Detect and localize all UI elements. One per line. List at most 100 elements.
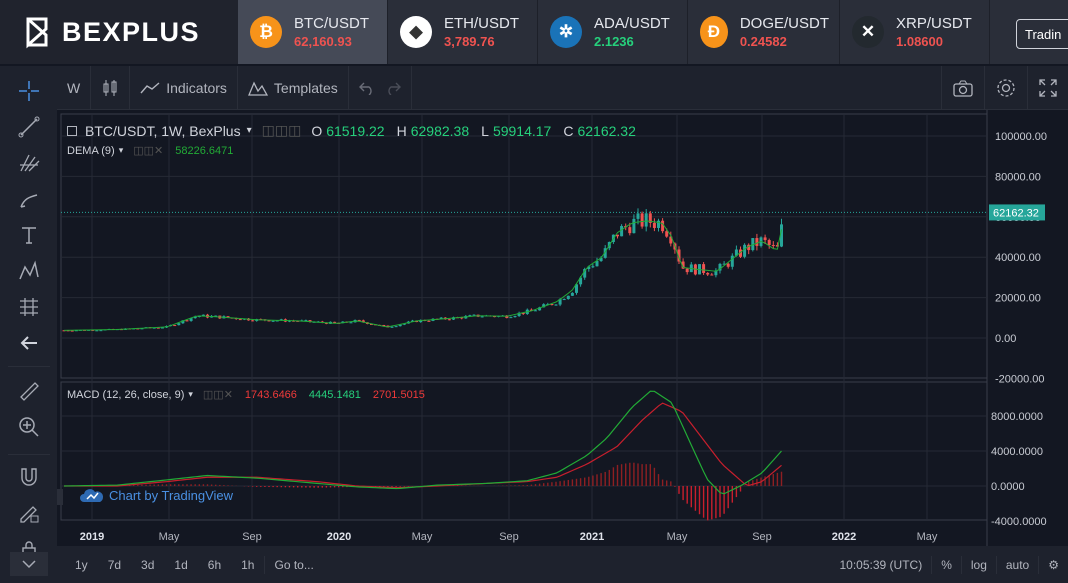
range-1y[interactable]: 1y [75,557,88,572]
candle-body [685,268,689,273]
candle-body [644,213,648,227]
candle-body [534,310,537,312]
ticker-btc[interactable]: ₿ BTC/USDT 62,160.93 [238,0,388,64]
candle-body [238,319,242,321]
log-toggle[interactable]: log [970,557,987,572]
brush-icon[interactable] [14,184,44,214]
time-tick-label: 2019 [80,531,104,543]
candle-body [398,324,402,327]
ticker-ada[interactable]: ✲ ADA/USDT 2.1236 [538,0,688,64]
candle-body [411,320,414,322]
candle-body [173,325,177,327]
price-tick-label: 0.00 [995,333,1016,345]
macd-label[interactable]: MACD (12, 26, close, 9) [67,388,185,401]
chart-canvas[interactable]: 100000.0080000.0060000.0040000.0020000.0… [57,110,1068,546]
text-icon[interactable] [14,220,44,250]
candle-body [304,320,308,322]
candle-body [308,320,312,322]
range-7d[interactable]: 7d [107,557,122,572]
dema-tools-icon[interactable]: ◫◫✕ [133,145,164,157]
macd-dropdown-icon[interactable]: ▾ [188,389,193,399]
undo-button[interactable] [349,66,385,110]
candle-body [361,320,365,323]
macd-tools-icon[interactable]: ◫◫✕ [202,389,233,401]
indicators-label: Indicators [166,79,227,96]
ticker-eth[interactable]: ◆ ETH/USDT 3,789.76 [388,0,538,64]
candle-body [279,319,283,321]
ticker-symbol: XRP/USDT [896,15,972,32]
range-6h[interactable]: 6h [207,557,222,572]
measure-icon[interactable] [14,292,44,322]
candle-body [357,319,361,321]
dema-dropdown-icon[interactable]: ▾ [118,145,124,155]
candle-body [275,320,279,322]
zoom-in-icon[interactable] [14,412,44,442]
crosshair-icon[interactable] [14,76,44,106]
candle-body [730,255,734,267]
arrow-left-icon[interactable] [14,328,44,358]
ruler-icon[interactable] [14,376,44,406]
candle-body [714,270,718,276]
percent-toggle[interactable]: % [941,557,952,572]
auto-toggle[interactable]: auto [1005,557,1030,572]
macd-legend: MACD (12, 26, close, 9) ▾ ◫◫✕ 1743.6466 … [67,388,425,402]
symbol-dropdown-icon[interactable]: ▾ [246,125,252,136]
trade-button[interactable]: Tradin [1016,19,1068,49]
range-1h[interactable]: 1h [241,557,255,572]
lock-drawing-icon[interactable] [14,498,44,528]
last-price-label: 62162.32 [993,207,1039,219]
candle-body [677,249,681,262]
magnet-icon[interactable] [14,462,44,492]
axis-settings-icon[interactable]: ⚙ [1048,557,1059,572]
candle-body [197,316,201,318]
macd-tick-label: -4000.0000 [991,516,1047,528]
indicators-button[interactable]: Indicators [130,65,238,110]
candle-body [599,257,603,262]
templates-button[interactable]: Templates [238,65,349,110]
dema-line [63,220,782,331]
pattern-icon[interactable] [14,256,44,286]
expand-toolbar-icon[interactable] [10,552,48,576]
trendline-icon[interactable] [14,112,44,142]
candle-body [74,330,78,332]
fullscreen-button[interactable] [1028,66,1068,110]
candle-body [620,225,624,237]
candle-body [460,317,464,319]
screenshot-button[interactable] [941,65,985,110]
candle-body [628,227,632,234]
candle-body [603,248,607,258]
candle-body [517,312,521,316]
candle-body [640,213,644,227]
collapse-legend-icon[interactable] [67,125,77,136]
chart-type-button[interactable] [91,65,131,110]
low-value: 59914.17 [492,122,552,139]
brand-name: BEXPLUS [62,16,201,47]
candle-body [62,330,66,332]
settings-button[interactable] [985,65,1028,110]
candle-body [575,284,578,293]
candle-body [439,317,443,320]
candle-body [70,330,74,332]
tradingview-watermark[interactable]: Chart by TradingView [79,486,233,504]
ticker-price: 2.1236 [594,34,634,49]
macd-tick-label: 8000.0000 [991,411,1043,423]
symbol-label[interactable]: BTC/USDT, 1W, BexPlus [85,122,241,139]
candle-body [542,304,546,308]
legend-tools-icon[interactable]: ◫◫◫ [261,122,302,138]
goto-button[interactable]: Go to... [274,557,314,572]
candle-body [382,324,386,326]
interval-button[interactable]: W [57,65,92,110]
range-3d[interactable]: 3d [141,557,155,572]
brand-logo[interactable]: BEXPLUS [0,0,238,64]
ticker-doge[interactable]: Ð DOGE/USDT 0.24582 [688,0,840,64]
pitchfork-icon[interactable] [14,148,44,178]
range-1d[interactable]: 1d [174,557,188,572]
chart-area[interactable]: 100000.0080000.0060000.0040000.0020000.0… [57,110,1068,583]
price-tick-label: 80000.00 [995,171,1041,183]
candle-body [189,318,193,321]
dema-label[interactable]: DEMA (9) [67,144,115,157]
redo-button[interactable] [385,65,412,110]
ticker-xrp[interactable]: ✕ XRP/USDT 1.08600 [840,0,990,64]
scroll-left-handle[interactable] [57,489,63,505]
